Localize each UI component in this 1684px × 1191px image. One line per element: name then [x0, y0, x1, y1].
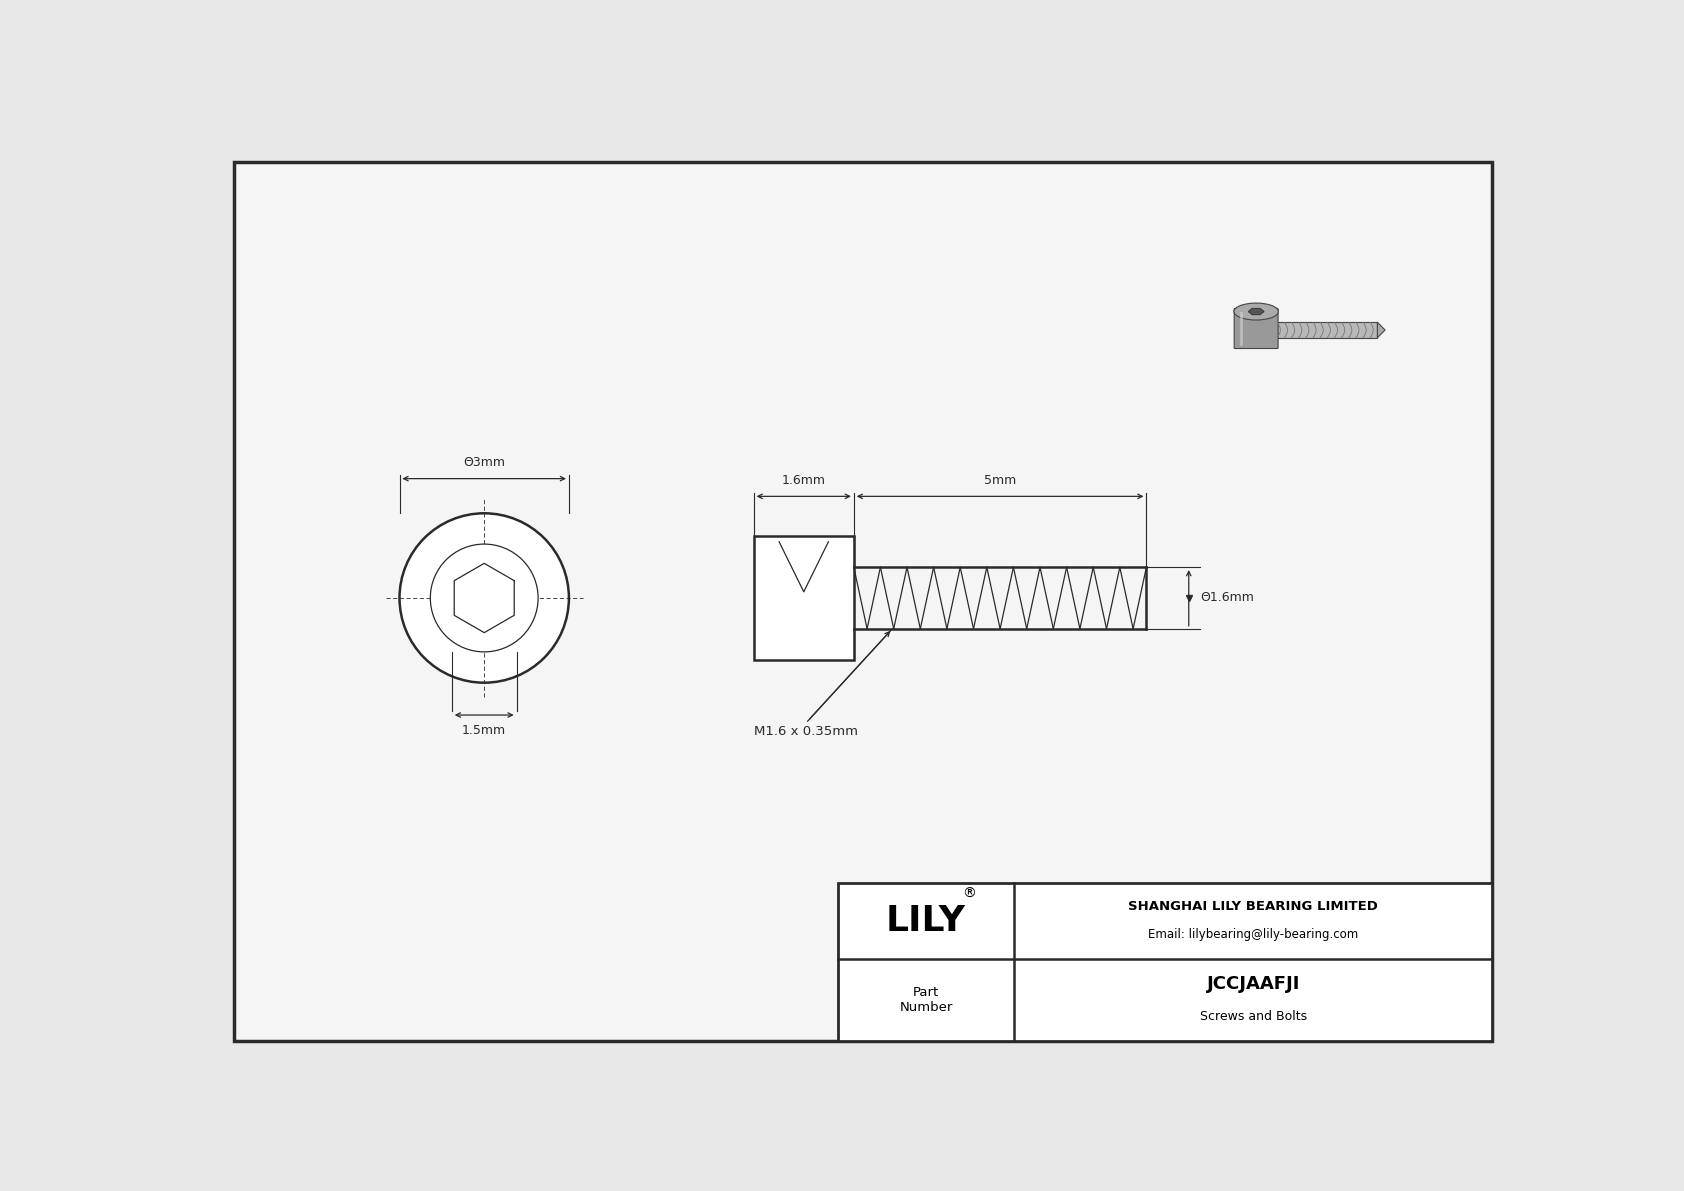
Circle shape	[399, 513, 569, 682]
Bar	[1276, 323, 1378, 338]
Bar	[754, 536, 854, 660]
FancyBboxPatch shape	[1234, 308, 1278, 349]
Text: SHANGHAI LILY BEARING LIMITED: SHANGHAI LILY BEARING LIMITED	[1128, 900, 1378, 913]
Text: ®: ®	[962, 887, 977, 900]
Text: LILY: LILY	[886, 904, 967, 937]
Text: M1.6 x 0.35mm: M1.6 x 0.35mm	[754, 725, 857, 738]
Text: Email: lilybearing@lily-bearing.com: Email: lilybearing@lily-bearing.com	[1148, 928, 1359, 941]
Polygon shape	[1378, 323, 1386, 338]
Text: 5mm: 5mm	[983, 474, 1015, 487]
Text: 1.5mm: 1.5mm	[461, 724, 507, 737]
Polygon shape	[1248, 308, 1263, 314]
Bar	[837, 883, 1492, 1041]
Text: JCCJAAFJI: JCCJAAFJI	[1206, 975, 1300, 993]
Text: 1.6mm: 1.6mm	[781, 474, 825, 487]
Text: Screws and Bolts: Screws and Bolts	[1199, 1010, 1307, 1023]
Text: Θ3mm: Θ3mm	[463, 456, 505, 469]
Text: Part
Number: Part Number	[899, 986, 953, 1014]
Circle shape	[431, 544, 539, 651]
Ellipse shape	[1234, 303, 1278, 320]
Text: Θ1.6mm: Θ1.6mm	[1201, 592, 1255, 605]
